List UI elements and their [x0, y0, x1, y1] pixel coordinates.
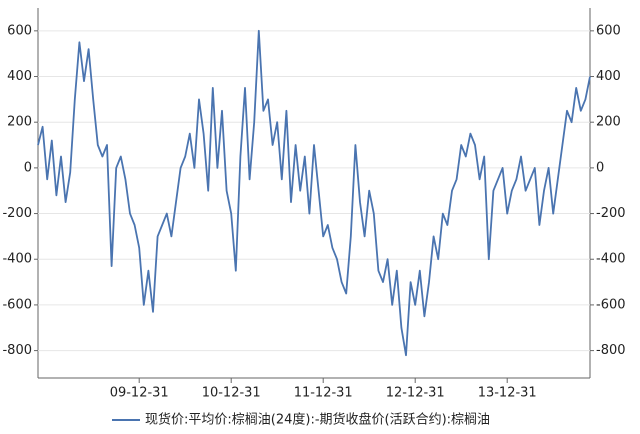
y-tick-label: 400 — [7, 69, 32, 84]
y-tick-label: -200 — [2, 206, 32, 221]
x-tick-label: 11-12-31 — [294, 386, 353, 401]
y-tick-label: -600 — [2, 297, 32, 312]
x-tick-label: 13-12-31 — [478, 386, 537, 401]
y2-tick-label: -400 — [596, 252, 626, 267]
y-tick-label: 200 — [7, 115, 32, 130]
y2-tick-label: -600 — [596, 297, 626, 312]
y-tick-label: 600 — [7, 23, 32, 38]
x-tick-label: 12-12-31 — [386, 386, 445, 401]
y2-tick-label: 600 — [596, 23, 621, 38]
y-tick-label: 0 — [24, 160, 32, 175]
y2-tick-label: 200 — [596, 115, 621, 130]
x-tick-label: 10-12-31 — [202, 386, 261, 401]
series-line — [37, 29, 591, 357]
y2-tick-label: 0 — [596, 160, 604, 175]
y2-tick-label: -200 — [596, 206, 626, 221]
y-tick-label: -400 — [2, 252, 32, 267]
y-tick-label: -800 — [2, 343, 32, 358]
x-tick-label: 09-12-31 — [110, 386, 169, 401]
y2-tick-label: 400 — [596, 69, 621, 84]
y2-tick-label: -800 — [596, 343, 626, 358]
legend-label: 现货价:平均价:棕榈油(24度):-期货收盘价(活跃合约):棕榈油 — [145, 412, 490, 428]
